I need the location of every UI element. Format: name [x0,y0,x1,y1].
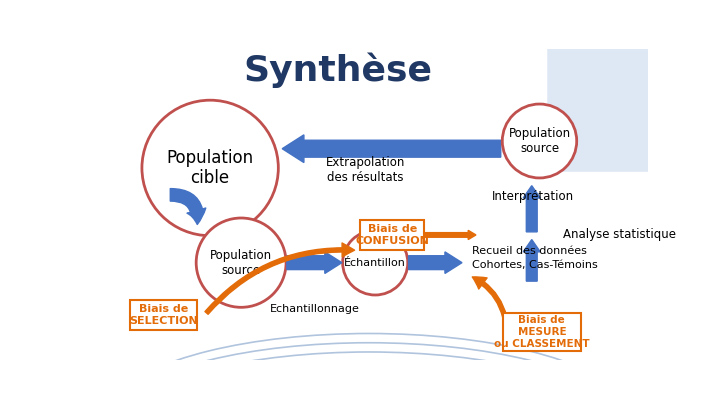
Text: Population
cible: Population cible [166,149,253,188]
Polygon shape [523,240,540,281]
Text: Echantillonnage: Echantillonnage [270,304,360,314]
Circle shape [343,230,408,295]
Text: Population
source: Population source [210,249,272,277]
Text: Analyse statistique: Analyse statistique [563,228,676,241]
Circle shape [196,218,286,307]
FancyArrowPatch shape [472,277,507,318]
Text: Interprétation: Interprétation [492,190,575,203]
FancyArrowPatch shape [205,243,355,314]
Text: Synthèse: Synthèse [243,52,433,88]
Polygon shape [287,252,342,273]
Circle shape [503,104,577,178]
Text: Biais de
CONFUSION: Biais de CONFUSION [355,224,429,246]
FancyBboxPatch shape [130,301,197,330]
Text: Biais de
SELECTION: Biais de SELECTION [130,304,198,326]
Polygon shape [425,230,476,240]
Text: Extrapolation
des résultats: Extrapolation des résultats [325,156,405,184]
Text: Échantillon: Échantillon [344,258,406,268]
Text: Recueil des données
Cohortes, Cas-Témoins: Recueil des données Cohortes, Cas-Témoin… [472,246,598,270]
FancyBboxPatch shape [503,313,580,351]
Polygon shape [408,252,462,273]
Circle shape [142,100,279,236]
FancyArrowPatch shape [170,189,206,224]
Polygon shape [523,185,540,232]
Text: Population
source: Population source [508,127,570,155]
FancyBboxPatch shape [547,49,648,172]
Text: Biais de
MESURE
ou CLASSEMENT: Biais de MESURE ou CLASSEMENT [494,315,590,349]
FancyBboxPatch shape [361,220,424,249]
Polygon shape [282,135,500,162]
